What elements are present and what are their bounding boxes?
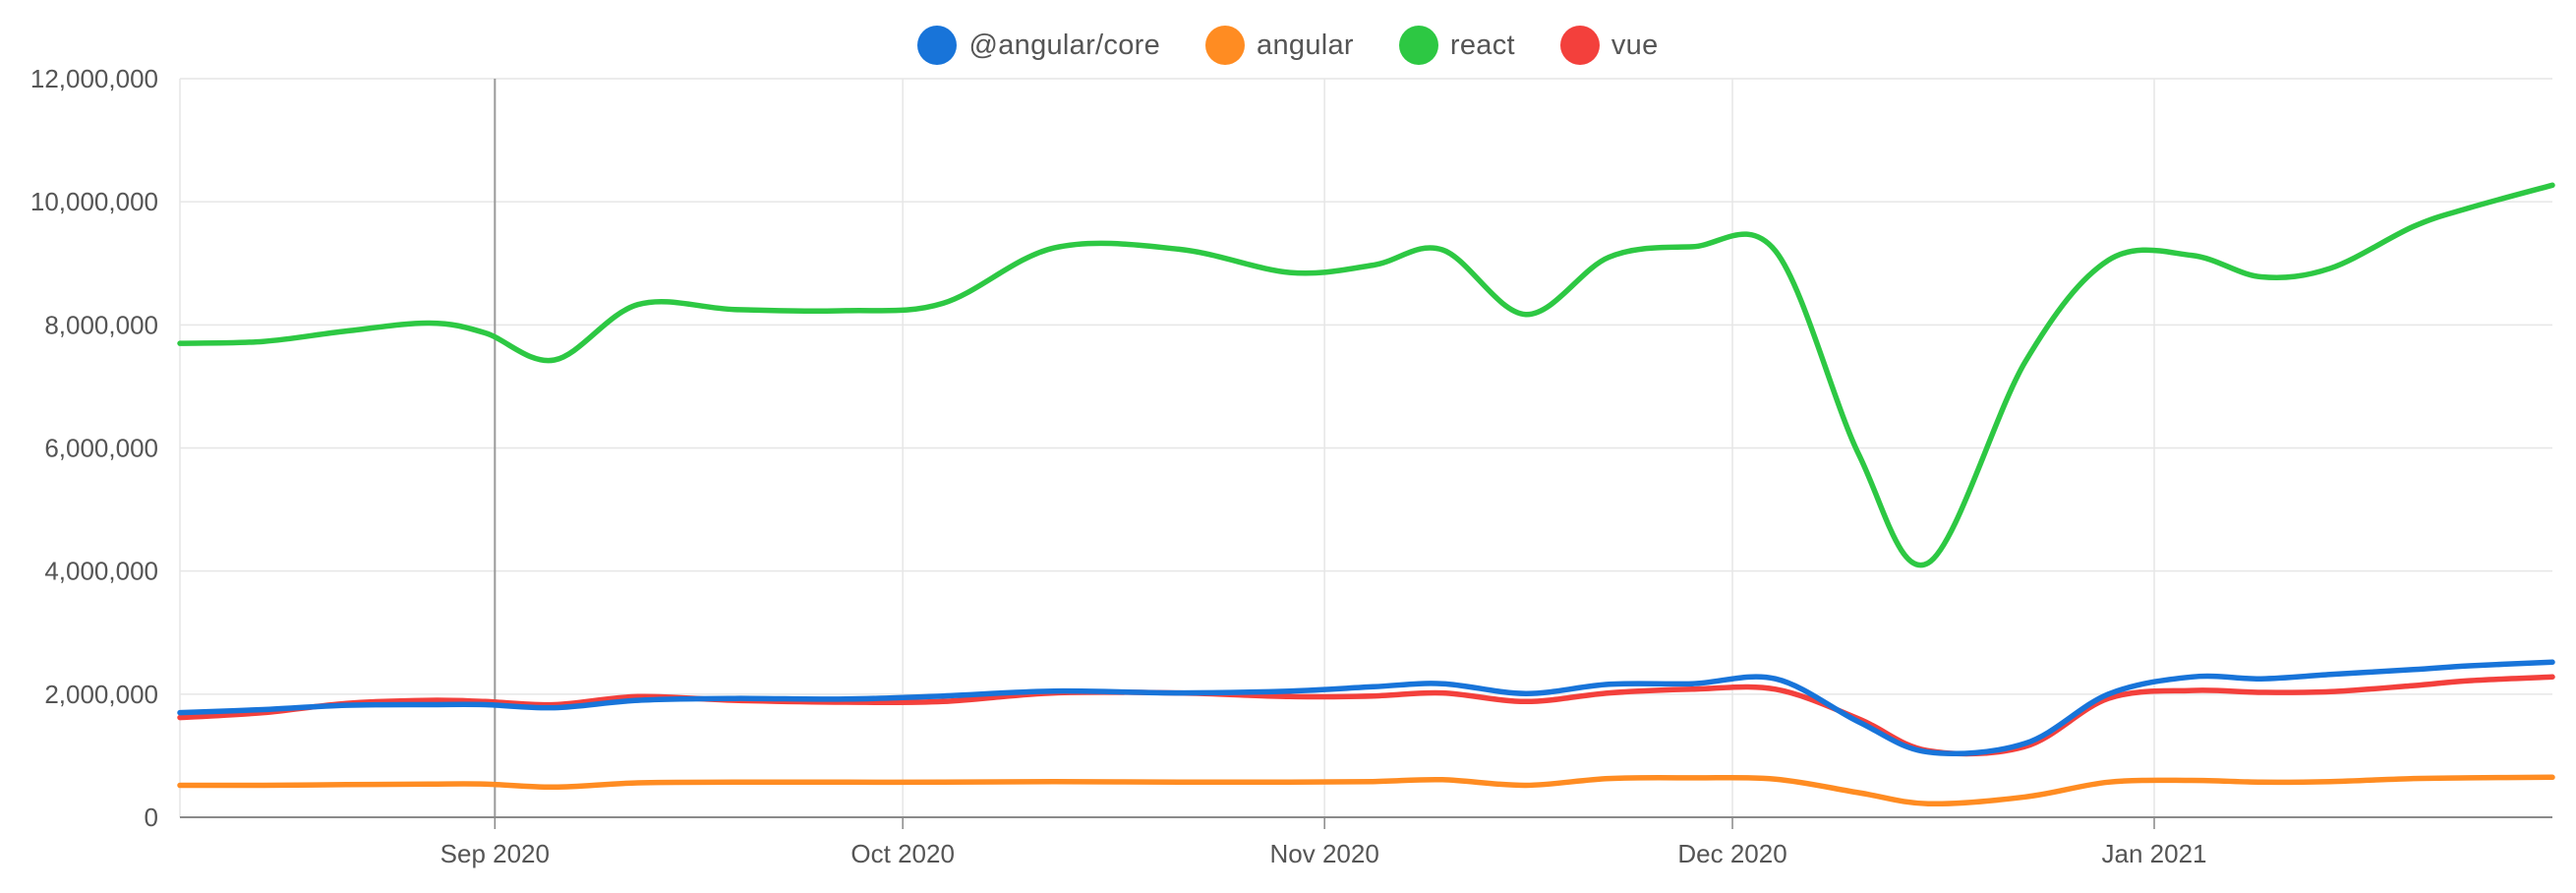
x-tick-label: Jan 2021 bbox=[2102, 839, 2207, 868]
legend-item-angular[interactable]: angular bbox=[1205, 26, 1354, 65]
legend-item-react[interactable]: react bbox=[1398, 26, 1515, 65]
y-tick-label: 10,000,000 bbox=[30, 187, 158, 216]
x-tick-label: Sep 2020 bbox=[440, 839, 550, 868]
axes: 0 2,000,000 4,000,000 6,000,000 8,000,000 10,… bbox=[30, 64, 2552, 868]
legend-swatch-icon bbox=[1398, 26, 1438, 65]
legend-label: @angular/core bbox=[968, 29, 1161, 61]
series-line-angular-core bbox=[177, 659, 2555, 756]
legend: @angular/core angular react vue bbox=[0, 20, 2576, 71]
series-line-vue bbox=[177, 674, 2555, 757]
legend-label: vue bbox=[1610, 29, 1659, 61]
legend-swatch-icon bbox=[1205, 26, 1246, 65]
y-tick-label: 8,000,000 bbox=[44, 310, 158, 339]
x-tick-label: Dec 2020 bbox=[1677, 839, 1786, 868]
legend-label: angular bbox=[1257, 29, 1354, 61]
series-line-react bbox=[177, 182, 2555, 568]
y-tick-label: 12,000,000 bbox=[30, 64, 158, 93]
legend-item-angular-core[interactable]: @angular/core bbox=[917, 26, 1160, 65]
legend-label: react bbox=[1449, 29, 1515, 61]
legend-item-vue[interactable]: vue bbox=[1559, 26, 1659, 65]
y-tick-label: 0 bbox=[145, 803, 158, 832]
y-tick-label: 6,000,000 bbox=[44, 434, 158, 463]
legend-swatch-icon bbox=[917, 26, 958, 65]
y-tick-label: 4,000,000 bbox=[44, 557, 158, 586]
x-tick-label: Oct 2020 bbox=[850, 839, 955, 868]
legend-swatch-icon bbox=[1559, 26, 1600, 65]
x-tick-label: Nov 2020 bbox=[1270, 839, 1379, 868]
y-tick-label: 2,000,000 bbox=[44, 680, 158, 709]
series-line-angular bbox=[177, 774, 2555, 807]
series-lines bbox=[177, 182, 2555, 807]
